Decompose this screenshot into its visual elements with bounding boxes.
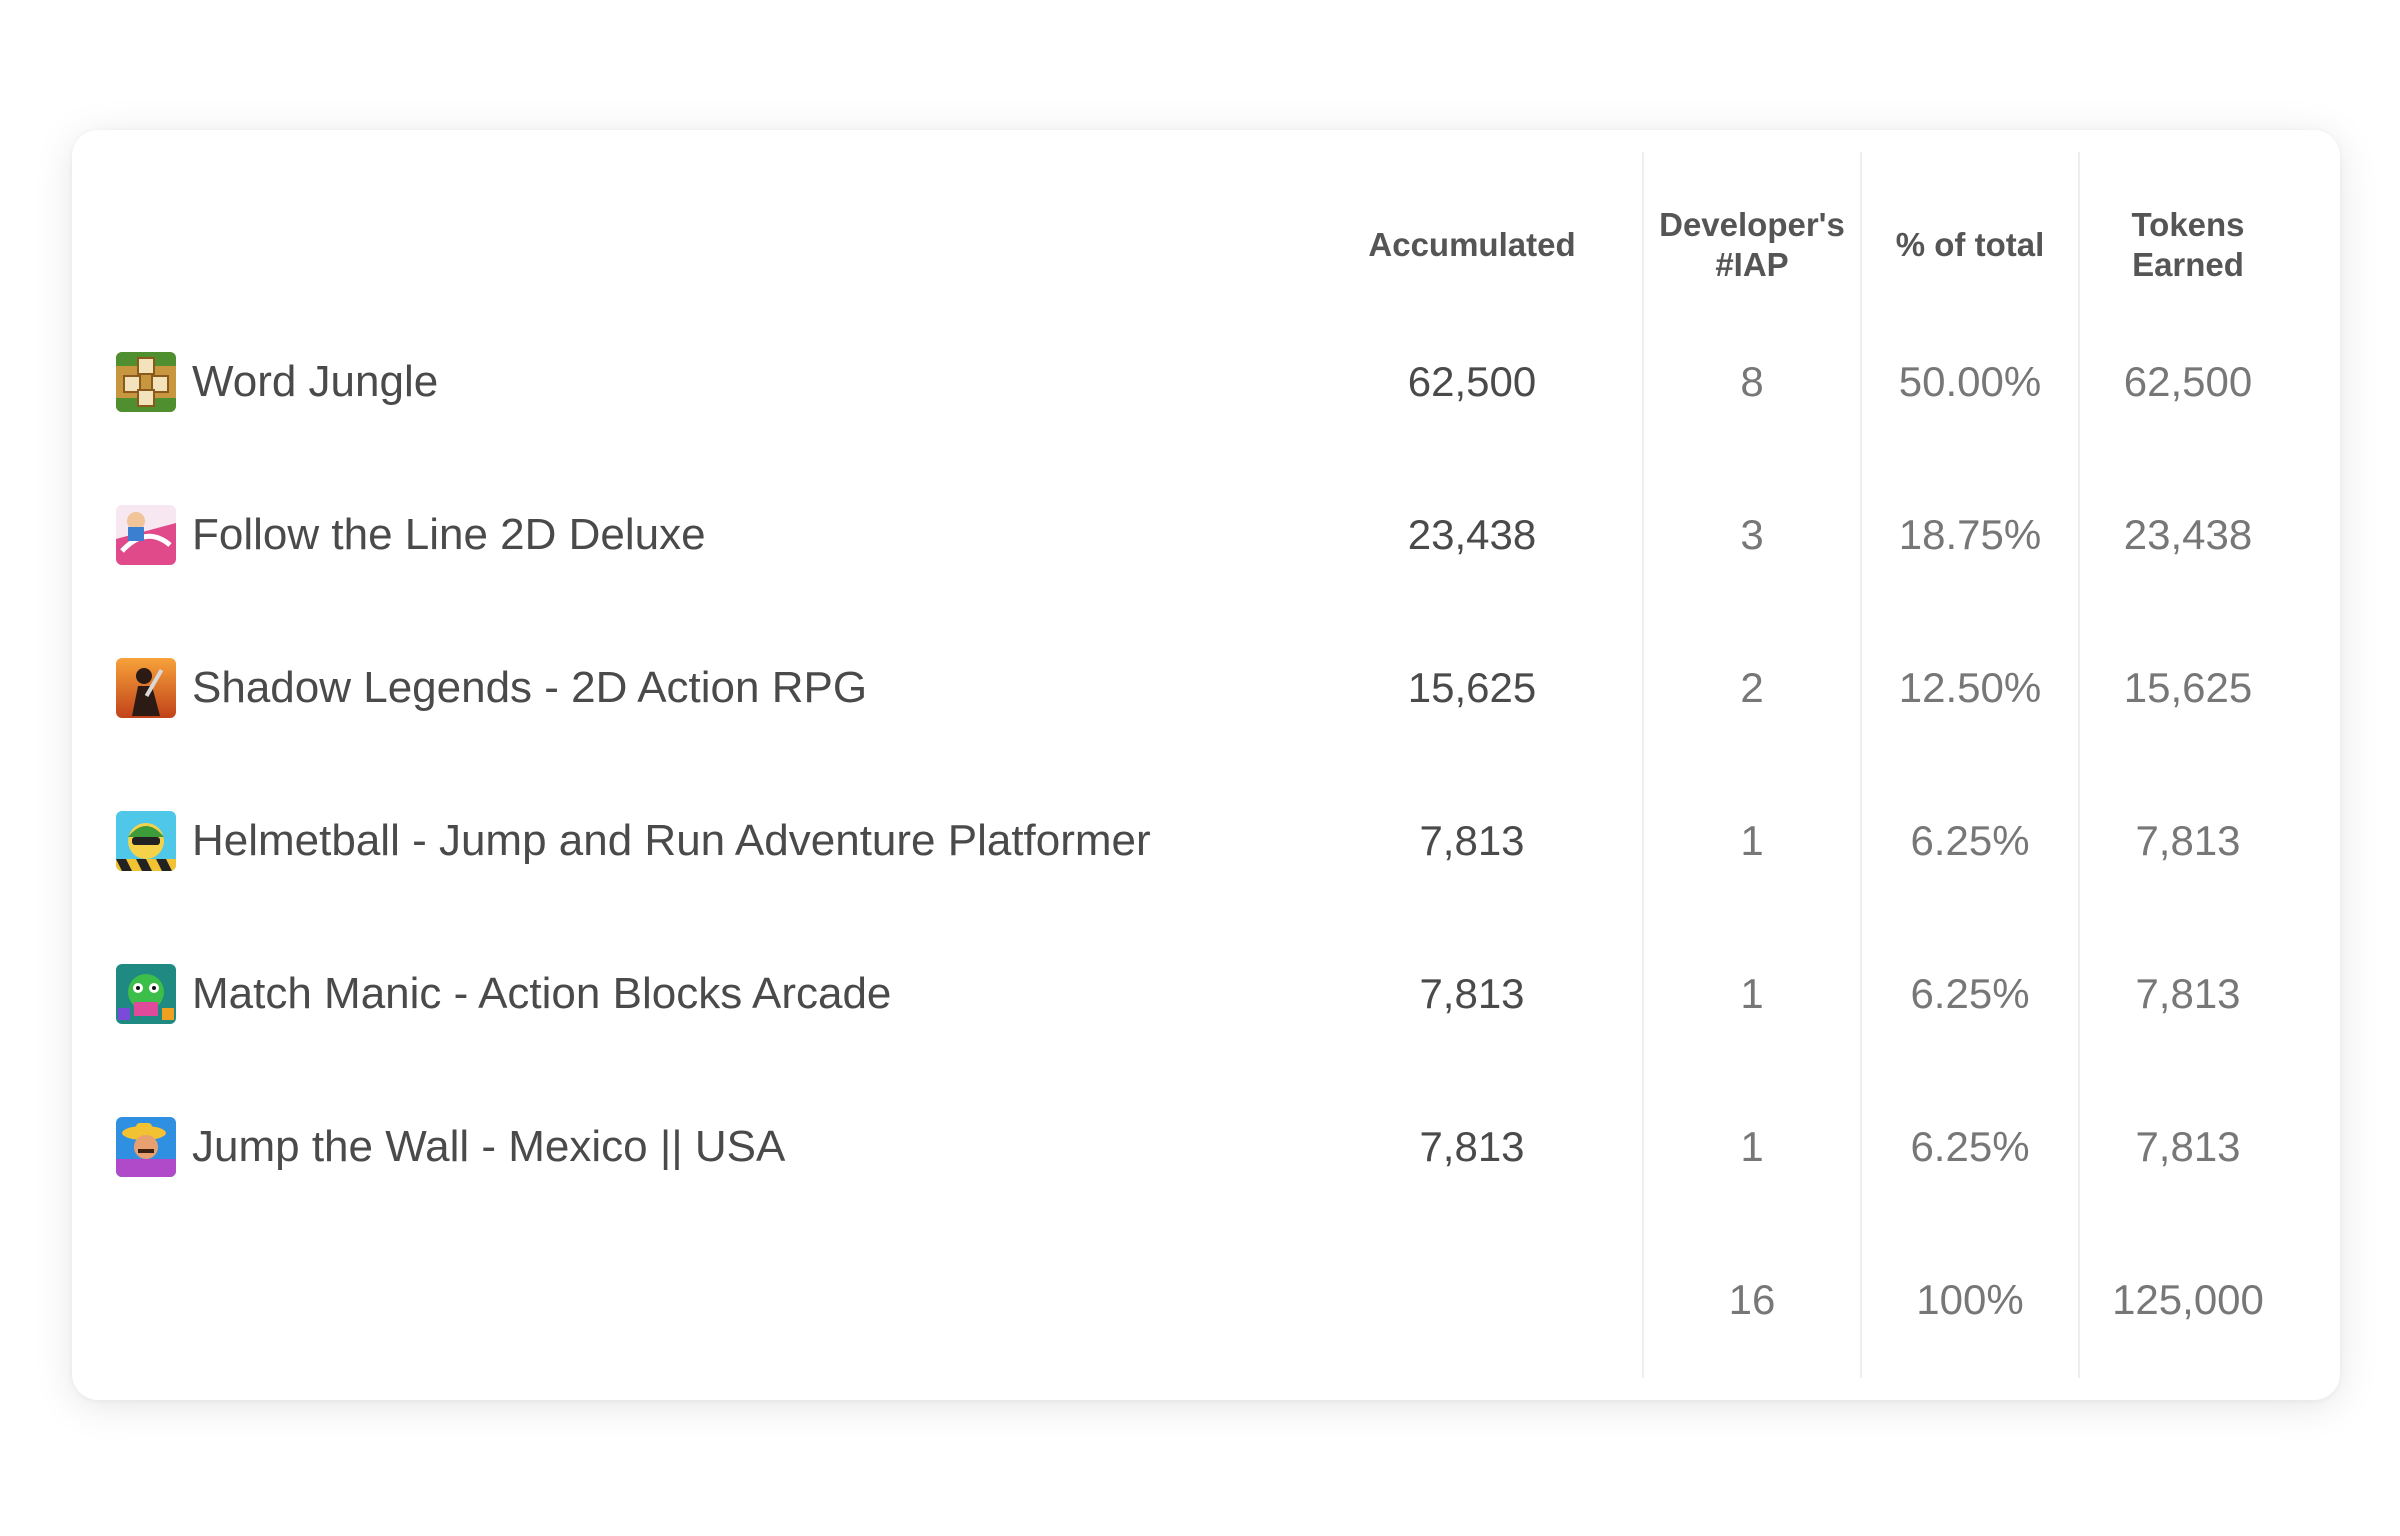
table-row: Jump the Wall - Mexico || USA 7,813 1 6.… — [72, 1097, 2340, 1197]
game-name: Match Manic - Action Blocks Arcade — [192, 969, 892, 1018]
header-accumulated: Accumulated — [1368, 226, 1576, 263]
table-row: Match Manic - Action Blocks Arcade 7,813… — [72, 944, 2340, 1044]
iap-count: 1 — [1740, 817, 1764, 864]
total-tokens: 125,000 — [2112, 1276, 2264, 1323]
tokens-value: 7,813 — [2135, 1123, 2241, 1170]
tokens-value: 23,438 — [2123, 511, 2253, 558]
follow-the-line-icon — [116, 505, 176, 565]
total-percent: 100% — [1916, 1276, 2024, 1323]
header-percent-of-total: % of total — [1895, 226, 2045, 263]
iap-count: 3 — [1740, 511, 1764, 558]
accumulated-value: 7,813 — [1419, 817, 1525, 864]
game-name: Shadow Legends - 2D Action RPG — [192, 663, 868, 712]
game-cell: Jump the Wall - Mexico || USA — [116, 1097, 785, 1197]
game-name: Helmetball - Jump and Run Adventure Plat… — [192, 816, 1151, 865]
word-jungle-icon — [116, 352, 176, 412]
iap-count: 1 — [1740, 970, 1764, 1017]
game-cell: Shadow Legends - 2D Action RPG — [116, 638, 867, 738]
table-row: Helmetball - Jump and Run Adventure Plat… — [72, 791, 2340, 891]
iap-count: 2 — [1740, 664, 1764, 711]
tokens-value: 7,813 — [2135, 970, 2241, 1017]
accumulated-value: 7,813 — [1419, 1123, 1525, 1170]
table-row: Follow the Line 2D Deluxe 23,438 3 18.75… — [72, 485, 2340, 585]
header-developers-iap: Developer's #IAP — [1659, 206, 1845, 283]
percent-value: 12.50% — [1898, 664, 2042, 711]
accumulated-value: 7,813 — [1419, 970, 1525, 1017]
tokens-value: 7,813 — [2135, 817, 2241, 864]
accumulated-value: 15,625 — [1407, 664, 1537, 711]
iap-count: 8 — [1740, 358, 1764, 405]
percent-value: 50.00% — [1898, 358, 2042, 405]
tokens-value: 62,500 — [2123, 358, 2253, 405]
column-divider — [2078, 152, 2080, 1378]
helmetball-icon — [116, 811, 176, 871]
percent-value: 6.25% — [1910, 1123, 2030, 1170]
percent-value: 6.25% — [1910, 817, 2030, 864]
game-cell: Follow the Line 2D Deluxe — [116, 485, 706, 585]
game-cell: Match Manic - Action Blocks Arcade — [116, 944, 891, 1044]
iap-token-table: Accumulated Developer's #IAP % of total … — [72, 130, 2340, 1400]
column-divider — [1860, 152, 1862, 1378]
totals-row: 16 100% 125,000 — [72, 1250, 2340, 1350]
accumulated-value: 62,500 — [1407, 358, 1537, 405]
iap-count: 1 — [1740, 1123, 1764, 1170]
shadow-legends-icon — [116, 658, 176, 718]
column-divider — [1642, 152, 1644, 1378]
match-manic-icon — [116, 964, 176, 1024]
table-row: Shadow Legends - 2D Action RPG 15,625 2 … — [72, 638, 2340, 738]
game-name: Jump the Wall - Mexico || USA — [192, 1122, 786, 1171]
header-tokens-earned: Tokens Earned — [2131, 206, 2245, 283]
game-cell: Helmetball - Jump and Run Adventure Plat… — [116, 791, 1151, 891]
game-cell: Word Jungle — [116, 332, 438, 432]
tokens-value: 15,625 — [2123, 664, 2253, 711]
percent-value: 18.75% — [1898, 511, 2042, 558]
total-iap: 16 — [1728, 1276, 1776, 1323]
game-name: Follow the Line 2D Deluxe — [192, 510, 706, 559]
percent-value: 6.25% — [1910, 970, 2030, 1017]
table-row: Word Jungle 62,500 8 50.00% 62,500 — [72, 332, 2340, 432]
game-name: Word Jungle — [192, 357, 439, 406]
jump-the-wall-icon — [116, 1117, 176, 1177]
accumulated-value: 23,438 — [1407, 511, 1537, 558]
